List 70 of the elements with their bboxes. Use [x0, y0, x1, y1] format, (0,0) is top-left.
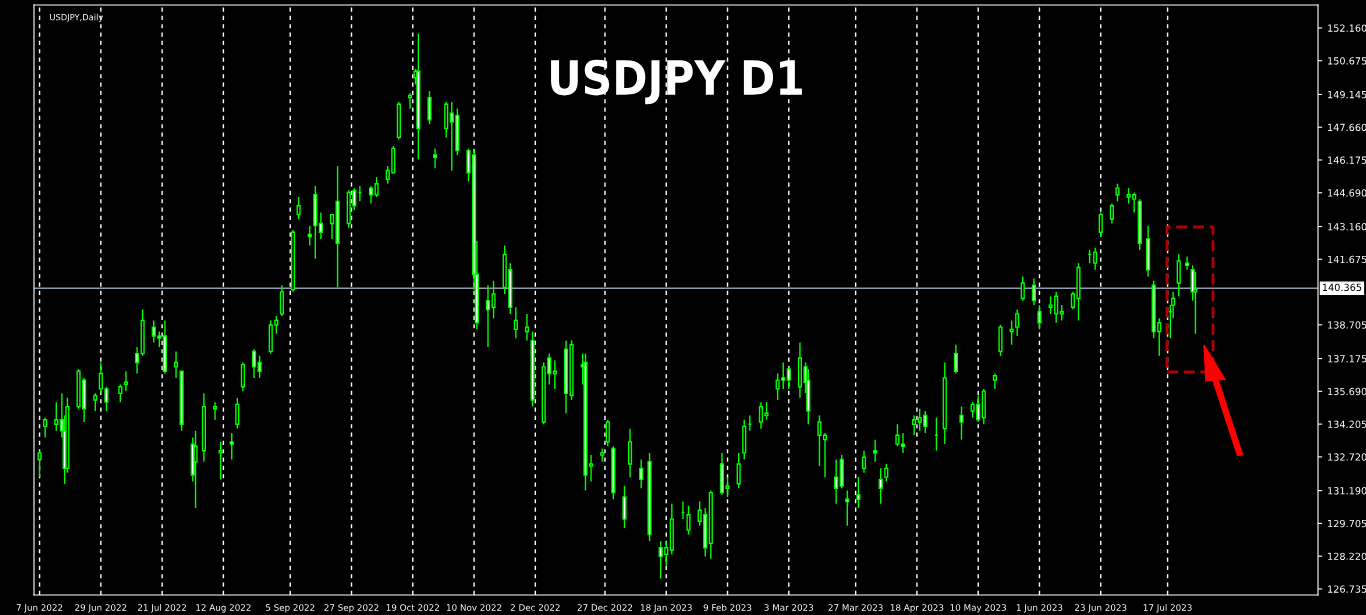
- x-tick-label: 12 Aug 2022: [196, 604, 251, 613]
- annotation: USDJPY,Daily: [50, 13, 104, 22]
- x-tick-label: 10 Nov 2022: [447, 604, 502, 611]
- x-tick-label: 27 Sep 2022: [324, 604, 379, 613]
- x-tick-label: 18 Jan 2023: [640, 604, 692, 613]
- candlestick: [912, 414, 917, 436]
- x-tick-label: 19 Oct 2022: [386, 604, 439, 611]
- y-tick-label: 137.175: [1328, 355, 1366, 363]
- y-tick-label: 131.190: [1328, 487, 1366, 495]
- candlestick: [290, 229, 296, 293]
- candlestick: [600, 447, 605, 463]
- candlestick: [43, 416, 48, 439]
- candlestick: [201, 392, 206, 463]
- y-tick-label: 128.220: [1328, 552, 1366, 560]
- text: USDJPY D1: [551, 59, 802, 105]
- y-tick-label: 152.160: [1328, 24, 1366, 32]
- y-tick-label: 149.145: [1328, 90, 1366, 99]
- x-tick-label: 23 Jun 2023: [1075, 604, 1127, 613]
- x-tick-label: 3 Mar 2023: [764, 604, 814, 611]
- x-tick-label: 18 Apr 2023: [890, 604, 944, 613]
- candlestick: [639, 458, 644, 489]
- x-tick-label: 7 Jun 2022: [16, 604, 63, 613]
- candlestick: [407, 92, 413, 110]
- candlestick: [335, 165, 340, 289]
- y-tick-label: 132.720: [1328, 453, 1366, 461]
- candlestick: [1185, 255, 1190, 271]
- candlestick: [1015, 308, 1020, 337]
- y-tick-label: 141.675: [1328, 255, 1366, 264]
- x-tick-label: 9 Feb 2023: [703, 604, 752, 611]
- y-tick-label: 134.205: [1328, 420, 1366, 428]
- x-tick-label: 29 Jun 2022: [75, 604, 127, 613]
- candlestick: [240, 361, 245, 392]
- candlestick: [1093, 247, 1098, 271]
- y-tick-label: 138.705: [1328, 321, 1366, 329]
- candlestick: [834, 458, 839, 505]
- y-tick-label: 147.660: [1328, 123, 1366, 132]
- y-tick-label: 150.675: [1328, 57, 1366, 65]
- y-tick-label: 146.175: [1328, 156, 1366, 164]
- candlestick: [123, 370, 129, 392]
- x-tick-label: 21 Jul 2022: [138, 604, 187, 613]
- x-tick-label: 17 Jul 2023: [1143, 604, 1192, 613]
- candlestick: [861, 450, 867, 474]
- candlestick: [279, 284, 284, 317]
- candlestick: [708, 489, 713, 560]
- candlestick: [627, 427, 633, 478]
- x-tick-label: 1 Jun 2023: [1016, 604, 1063, 613]
- candlestick: [1109, 202, 1114, 225]
- candlestick: [173, 350, 179, 379]
- candlestick: [669, 502, 674, 556]
- y-tick-label: 144.690: [1328, 189, 1366, 197]
- candlestick: [873, 438, 878, 463]
- x-tick-label: 27 Mar 2023: [828, 604, 883, 611]
- candlestick: [1146, 224, 1151, 278]
- y-tick-label: 143.160: [1328, 223, 1366, 231]
- candlestick: [524, 313, 530, 342]
- candlestick: [1031, 277, 1036, 306]
- y-tick-label: 129.705: [1328, 519, 1366, 528]
- x-tick-label: 10 May 2023: [950, 604, 1007, 613]
- y-tick-label: 135.690: [1328, 387, 1366, 396]
- candlestick: [251, 348, 257, 379]
- x-tick-label: 27 Dec 2022: [577, 604, 633, 611]
- ref-line-label: 140.365: [1322, 283, 1362, 292]
- candlestick: [953, 344, 959, 375]
- y-tick-label: 126.735: [1328, 585, 1366, 593]
- candlestick: [992, 372, 997, 390]
- x-tick-label: 5 Sep 2022: [265, 604, 315, 613]
- x-tick-label: 2 Dec 2022: [510, 604, 560, 611]
- candlestick: [432, 147, 438, 169]
- candlestick: [318, 211, 323, 240]
- candlestick: [396, 101, 401, 141]
